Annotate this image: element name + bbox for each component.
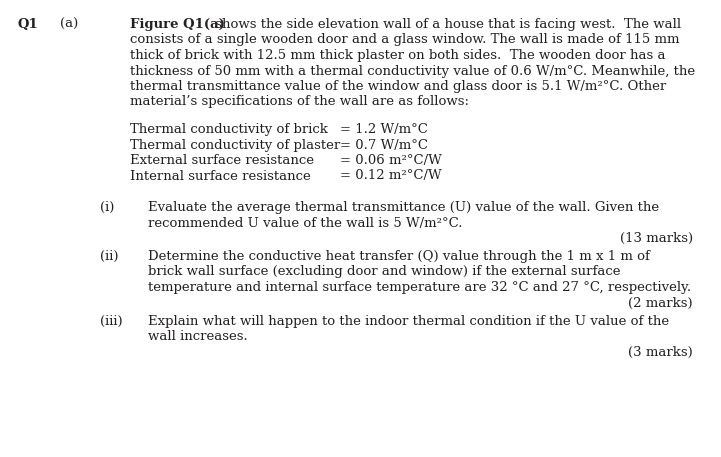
Text: material’s specifications of the wall are as follows:: material’s specifications of the wall ar… (130, 96, 469, 108)
Text: = 0.06 m²°C/W: = 0.06 m²°C/W (340, 154, 442, 167)
Text: (i): (i) (100, 201, 115, 214)
Text: = 0.12 m²°C/W: = 0.12 m²°C/W (340, 170, 442, 182)
Text: Explain what will happen to the indoor thermal condition if the U value of the: Explain what will happen to the indoor t… (148, 314, 669, 328)
Text: (13 marks): (13 marks) (620, 232, 693, 245)
Text: Determine the conductive heat transfer (Q) value through the 1 m x 1 m of: Determine the conductive heat transfer (… (148, 250, 650, 263)
Text: thickness of 50 mm with a thermal conductivity value of 0.6 W/m°C. Meanwhile, th: thickness of 50 mm with a thermal conduc… (130, 64, 695, 78)
Text: (2 marks): (2 marks) (629, 297, 693, 309)
Text: Evaluate the average thermal transmittance (U) value of the wall. Given the: Evaluate the average thermal transmittan… (148, 201, 659, 214)
Text: External surface resistance: External surface resistance (130, 154, 314, 167)
Text: Figure Q1(a): Figure Q1(a) (130, 18, 225, 31)
Text: consists of a single wooden door and a glass window. The wall is made of 115 mm: consists of a single wooden door and a g… (130, 33, 679, 47)
Text: recommended U value of the wall is 5 W/m²°C.: recommended U value of the wall is 5 W/m… (148, 217, 462, 229)
Text: Q1: Q1 (18, 18, 39, 31)
Text: thermal transmittance value of the window and glass door is 5.1 W/m²°C. Other: thermal transmittance value of the windo… (130, 80, 666, 93)
Text: (a): (a) (60, 18, 79, 31)
Text: thick of brick with 12.5 mm thick plaster on both sides.  The wooden door has a: thick of brick with 12.5 mm thick plaste… (130, 49, 665, 62)
Text: Thermal conductivity of plaster: Thermal conductivity of plaster (130, 138, 340, 152)
Text: (ii): (ii) (100, 250, 118, 263)
Text: Internal surface resistance: Internal surface resistance (130, 170, 311, 182)
Text: shows the side elevation wall of a house that is facing west.  The wall: shows the side elevation wall of a house… (211, 18, 681, 31)
Text: wall increases.: wall increases. (148, 330, 248, 343)
Text: = 1.2 W/m°C: = 1.2 W/m°C (340, 123, 428, 136)
Text: Thermal conductivity of brick: Thermal conductivity of brick (130, 123, 328, 136)
Text: = 0.7 W/m°C: = 0.7 W/m°C (340, 138, 428, 152)
Text: (iii): (iii) (100, 314, 123, 328)
Text: (3 marks): (3 marks) (628, 345, 693, 358)
Text: brick wall surface (excluding door and window) if the external surface: brick wall surface (excluding door and w… (148, 266, 621, 278)
Text: temperature and internal surface temperature are 32 °C and 27 °C, respectively.: temperature and internal surface tempera… (148, 281, 691, 294)
